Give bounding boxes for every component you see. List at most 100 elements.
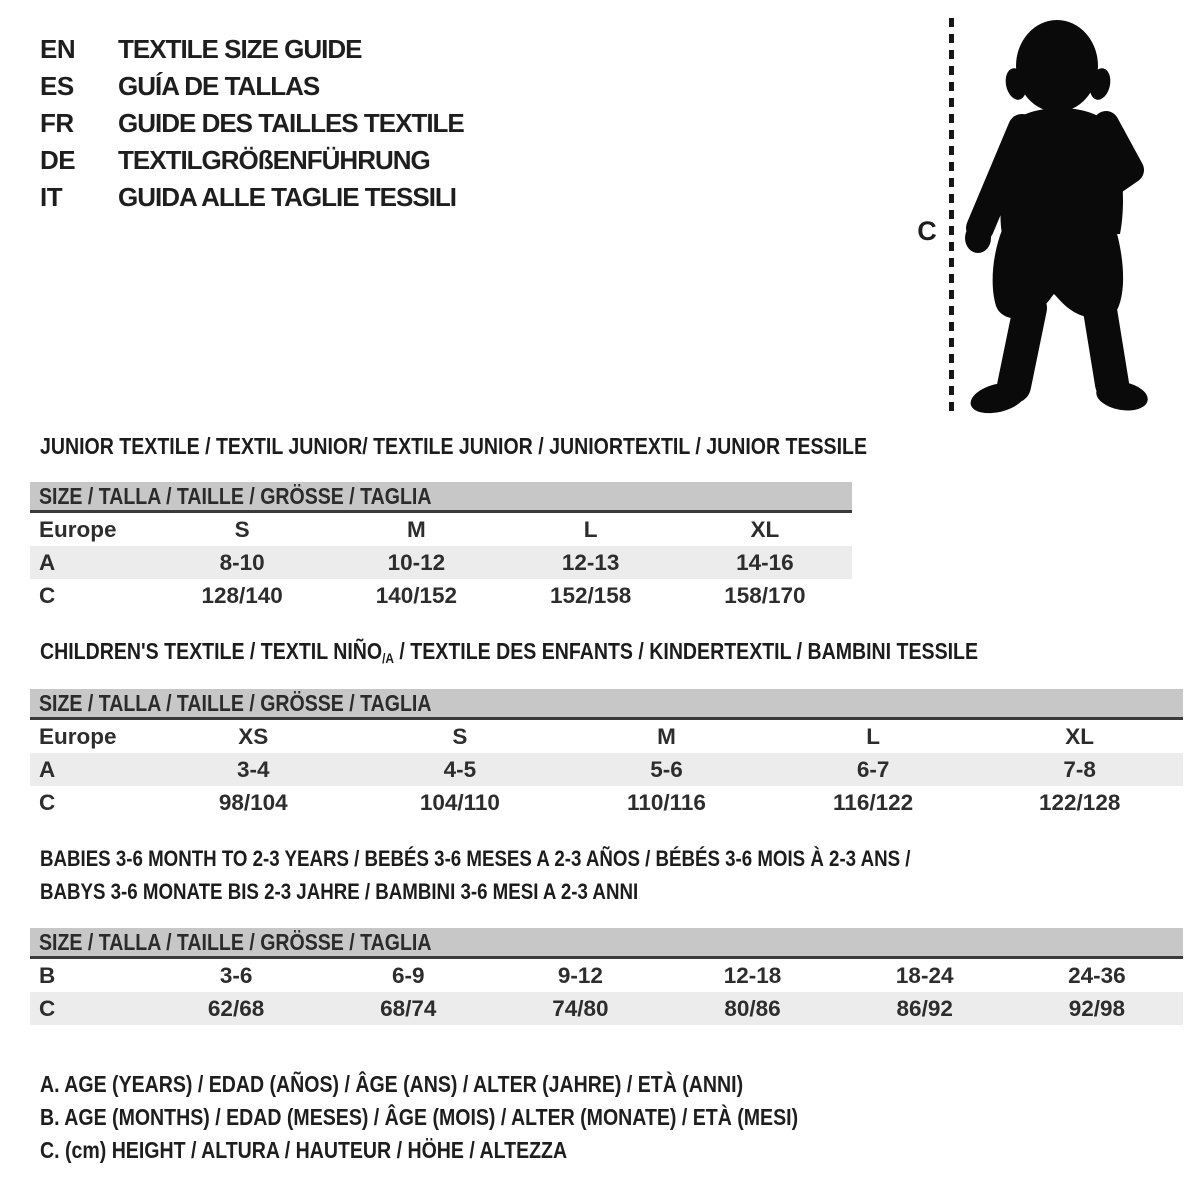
language-code: ES bbox=[40, 71, 74, 101]
language-row: EN TEXTILE SIZE GUIDE bbox=[40, 31, 464, 68]
size-cell: 104/110 bbox=[419, 789, 500, 815]
table-row: Europe S M L XL bbox=[30, 513, 852, 546]
row-label: A bbox=[39, 756, 56, 782]
table-row: C 62/68 68/74 74/80 80/86 86/92 92/98 bbox=[30, 992, 1183, 1025]
junior-section-heading: JUNIOR TEXTILE / TEXTIL JUNIOR/ TEXTILE … bbox=[40, 433, 1013, 460]
children-size-table: SIZE / TALLA / TAILLE / GRÖSSE / TAGLIA … bbox=[30, 689, 1183, 819]
children-section-heading-text: CHILDREN'S TEXTILE / TEXTIL NIÑO/A / TEX… bbox=[40, 638, 978, 666]
height-measure-line bbox=[949, 18, 954, 416]
size-cell: 9-12 bbox=[557, 962, 603, 988]
legend-line-a-text: A. AGE (YEARS) / EDAD (AÑOS) / ÂGE (ANS)… bbox=[40, 1071, 744, 1097]
size-cell: S bbox=[234, 516, 250, 542]
measurement-legend: A. AGE (YEARS) / EDAD (AÑOS) / ÂGE (ANS)… bbox=[40, 1068, 932, 1167]
size-cell: 6-7 bbox=[856, 756, 890, 782]
table-row: Europe XS S M L XL bbox=[30, 720, 1183, 753]
size-cell: 12-13 bbox=[561, 549, 620, 575]
language-row: DE TEXTILGRÖßENFÜHRUNG bbox=[40, 142, 464, 179]
language-header: EN TEXTILE SIZE GUIDE ES GUÍA DE TALLAS … bbox=[40, 31, 465, 216]
row-label: C bbox=[39, 789, 56, 815]
row-label: C bbox=[39, 995, 56, 1021]
size-cell: 8-10 bbox=[219, 549, 265, 575]
row-label: C bbox=[39, 582, 56, 608]
language-row: IT GUIDA ALLE TAGLIE TESSILI bbox=[40, 179, 464, 216]
guide-title: TEXTILE SIZE GUIDE bbox=[118, 34, 362, 64]
table-row: A 3-4 4-5 5-6 6-7 7-8 bbox=[30, 753, 1183, 786]
guide-title: GUIDE DES TAILLES TEXTILE bbox=[118, 108, 465, 138]
size-cell: 68/74 bbox=[380, 995, 437, 1021]
size-cell: 74/80 bbox=[552, 995, 609, 1021]
size-cell: M bbox=[657, 723, 676, 749]
children-heading-post: / TEXTILE DES ENFANTS / KINDERTEXTIL / B… bbox=[393, 638, 979, 664]
legend-line-b-text: B. AGE (MONTHS) / EDAD (MESES) / ÂGE (MO… bbox=[40, 1104, 799, 1130]
size-header-bar: SIZE / TALLA / TAILLE / GRÖSSE / TAGLIA bbox=[30, 689, 1183, 720]
size-cell: XL bbox=[1065, 723, 1095, 749]
language-code: EN bbox=[40, 34, 76, 64]
size-cell: 18-24 bbox=[895, 962, 954, 988]
size-cell: 12-18 bbox=[723, 962, 782, 988]
size-cell: 122/128 bbox=[1039, 789, 1121, 815]
guide-title: GUÍA DE TALLAS bbox=[118, 71, 320, 101]
junior-section-heading-text: JUNIOR TEXTILE / TEXTIL JUNIOR/ TEXTILE … bbox=[40, 433, 868, 459]
size-header-bar: SIZE / TALLA / TAILLE / GRÖSSE / TAGLIA bbox=[30, 482, 852, 513]
size-cell: L bbox=[583, 516, 598, 542]
size-cell: 10-12 bbox=[387, 549, 446, 575]
size-cell: M bbox=[407, 516, 426, 542]
language-row: ES GUÍA DE TALLAS bbox=[40, 68, 464, 105]
language-code: FR bbox=[40, 108, 74, 138]
guide-title: GUIDA ALLE TAGLIE TESSILI bbox=[118, 182, 457, 212]
size-header-text: SIZE / TALLA / TAILLE / GRÖSSE / TAGLIA bbox=[39, 483, 432, 509]
legend-line-b: B. AGE (MONTHS) / EDAD (MESES) / ÂGE (MO… bbox=[40, 1101, 932, 1134]
size-cell: 24-36 bbox=[1068, 962, 1126, 988]
size-header-text: SIZE / TALLA / TAILLE / GRÖSSE / TAGLIA bbox=[39, 690, 432, 716]
table-row: A 8-10 10-12 12-13 14-16 bbox=[30, 546, 852, 579]
size-cell: S bbox=[452, 723, 468, 749]
row-label: A bbox=[39, 549, 56, 575]
size-cell: 5-6 bbox=[650, 756, 683, 782]
size-cell: 86/92 bbox=[896, 995, 953, 1021]
size-header-text: SIZE / TALLA / TAILLE / GRÖSSE / TAGLIA bbox=[39, 929, 432, 955]
legend-line-c-text: C. (cm) HEIGHT / ALTURA / HAUTEUR / HÖHE… bbox=[40, 1137, 568, 1163]
size-cell: 92/98 bbox=[1068, 995, 1126, 1021]
height-measure-label: C bbox=[917, 216, 937, 246]
junior-size-table: SIZE / TALLA / TAILLE / GRÖSSE / TAGLIA … bbox=[30, 482, 852, 612]
size-cell: 3-4 bbox=[237, 756, 270, 782]
babies-section-heading: BABIES 3-6 MONTH TO 2-3 YEARS / BEBÉS 3-… bbox=[40, 842, 1064, 908]
legend-line-c: C. (cm) HEIGHT / ALTURA / HAUTEUR / HÖHE… bbox=[40, 1134, 932, 1167]
babies-heading-line2: BABYS 3-6 MONATE BIS 2-3 JAHRE / BAMBINI… bbox=[40, 879, 639, 904]
row-label: Europe bbox=[39, 516, 117, 542]
table-row: C 98/104 104/110 110/116 116/122 122/128 bbox=[30, 786, 1183, 819]
language-row: FR GUIDE DES TAILLES TEXTILE bbox=[40, 105, 465, 142]
legend-line-a: A. AGE (YEARS) / EDAD (AÑOS) / ÂGE (ANS)… bbox=[40, 1068, 932, 1101]
size-cell: 7-8 bbox=[1063, 756, 1096, 782]
size-cell: 98/104 bbox=[218, 789, 288, 815]
size-cell: 116/122 bbox=[833, 789, 914, 815]
size-header-bar: SIZE / TALLA / TAILLE / GRÖSSE / TAGLIA bbox=[30, 928, 1183, 959]
size-cell: 62/68 bbox=[207, 995, 265, 1021]
toddler-silhouette-image bbox=[965, 20, 1148, 414]
size-cell: L bbox=[866, 723, 880, 749]
table-row: C 128/140 140/152 152/158 158/170 bbox=[30, 579, 852, 612]
children-section-heading: CHILDREN'S TEXTILE / TEXTIL NIÑO/A / TEX… bbox=[40, 638, 1144, 666]
table-row: B 3-6 6-9 9-12 12-18 18-24 24-36 bbox=[30, 959, 1183, 992]
row-label: B bbox=[39, 962, 56, 988]
size-cell: 6-9 bbox=[391, 962, 425, 988]
guide-title: TEXTILGRÖßENFÜHRUNG bbox=[118, 145, 431, 175]
size-cell: 4-5 bbox=[443, 756, 477, 782]
size-cell: 3-6 bbox=[219, 962, 253, 988]
size-cell: 110/116 bbox=[627, 789, 706, 815]
size-cell: 152/158 bbox=[549, 582, 632, 608]
children-heading-sub: /A bbox=[382, 650, 394, 666]
size-cell: XL bbox=[750, 516, 780, 542]
size-cell: 14-16 bbox=[736, 549, 794, 575]
size-cell: 128/140 bbox=[201, 582, 283, 608]
size-cell: 80/86 bbox=[724, 995, 781, 1021]
children-heading-pre: CHILDREN'S TEXTILE / TEXTIL NIÑO bbox=[40, 638, 383, 664]
babies-heading-line1: BABIES 3-6 MONTH TO 2-3 YEARS / BEBÉS 3-… bbox=[40, 846, 911, 871]
babies-size-table: SIZE / TALLA / TAILLE / GRÖSSE / TAGLIA … bbox=[30, 928, 1183, 1025]
row-label: Europe bbox=[39, 723, 117, 749]
language-code: IT bbox=[40, 182, 63, 212]
size-cell: XS bbox=[238, 723, 269, 749]
size-cell: 140/152 bbox=[375, 582, 458, 608]
size-cell: 158/170 bbox=[724, 582, 806, 608]
language-code: DE bbox=[40, 145, 76, 175]
